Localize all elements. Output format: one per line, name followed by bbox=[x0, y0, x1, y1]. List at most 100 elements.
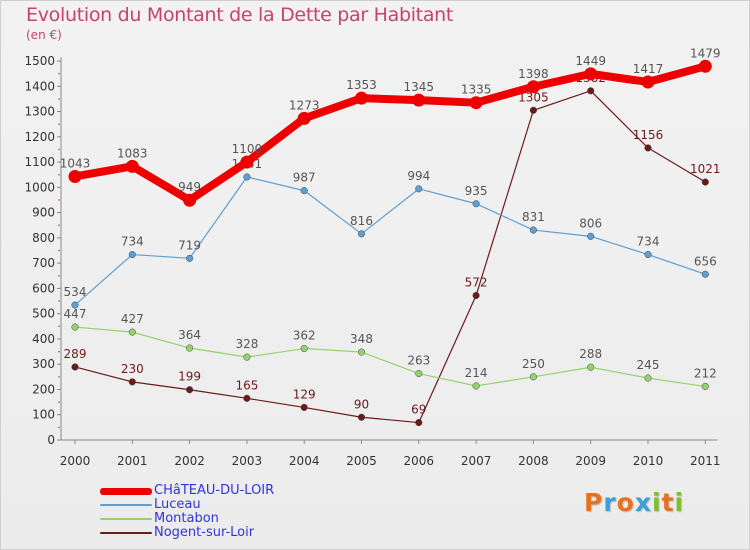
data-point bbox=[357, 413, 366, 421]
y-minor-tick bbox=[58, 98, 60, 100]
data-point bbox=[240, 155, 254, 169]
data-label: 1043 bbox=[60, 156, 91, 170]
data-point bbox=[128, 378, 136, 386]
data-point bbox=[128, 328, 136, 336]
data-point bbox=[472, 200, 480, 208]
data-label: 288 bbox=[579, 347, 602, 361]
data-point bbox=[186, 386, 194, 394]
data-point bbox=[472, 382, 480, 390]
data-label: 1479 bbox=[690, 46, 721, 60]
proxiti-logo: Proxiti bbox=[584, 488, 684, 517]
x-tick-label: 2003 bbox=[232, 454, 263, 468]
x-tick-label: 2000 bbox=[60, 454, 91, 468]
legend-item: Montabon bbox=[100, 512, 274, 526]
data-label: 362 bbox=[293, 329, 316, 343]
data-label: 1100 bbox=[232, 142, 263, 156]
y-tick-label: 1500 bbox=[24, 54, 55, 68]
data-point bbox=[644, 374, 652, 382]
data-label: 348 bbox=[350, 332, 373, 346]
y-minor-tick bbox=[58, 224, 60, 227]
data-point bbox=[587, 232, 595, 240]
y-tick-label: 1400 bbox=[24, 79, 55, 93]
data-point bbox=[68, 169, 82, 183]
chart-title: Evolution du Montant de la Dette par Hab… bbox=[26, 4, 454, 26]
y-minor-tick bbox=[58, 376, 60, 378]
data-point bbox=[529, 373, 537, 381]
data-point bbox=[701, 178, 709, 186]
data-point bbox=[415, 185, 423, 193]
data-label: 1345 bbox=[404, 80, 435, 94]
data-point bbox=[186, 254, 194, 262]
data-point bbox=[644, 250, 652, 259]
legend-swatch bbox=[100, 504, 152, 506]
x-tick-label: 2001 bbox=[117, 454, 148, 468]
x-tick-label: 2010 bbox=[633, 454, 664, 468]
data-point bbox=[125, 159, 139, 173]
data-point bbox=[641, 75, 655, 89]
data-label: 427 bbox=[121, 312, 144, 326]
data-label: 719 bbox=[178, 238, 201, 252]
series-line bbox=[71, 62, 710, 205]
data-point bbox=[297, 111, 311, 125]
data-label: 816 bbox=[350, 214, 373, 228]
data-point bbox=[243, 173, 251, 181]
x-tick-label: 2011 bbox=[690, 454, 721, 468]
y-minor-tick bbox=[58, 300, 60, 302]
y-minor-tick bbox=[58, 350, 60, 353]
data-point bbox=[183, 193, 197, 207]
data-label: 364 bbox=[178, 328, 201, 342]
y-tick-label: 800 bbox=[32, 231, 55, 245]
data-label: 1398 bbox=[518, 67, 549, 81]
data-point bbox=[587, 87, 595, 95]
data-label: 90 bbox=[354, 397, 369, 411]
x-tick-label: 2005 bbox=[346, 454, 377, 468]
data-label: 250 bbox=[522, 357, 545, 371]
data-point bbox=[71, 323, 79, 331]
x-tick-label: 2008 bbox=[518, 454, 549, 468]
data-label: 328 bbox=[235, 337, 258, 351]
unit-label: (en €) bbox=[26, 28, 62, 42]
y-tick-label: 1200 bbox=[24, 130, 55, 144]
data-label: 1273 bbox=[289, 98, 320, 112]
data-point bbox=[357, 230, 366, 238]
data-label: 69 bbox=[411, 403, 426, 417]
y-minor-tick bbox=[58, 72, 60, 75]
logo-letter: r bbox=[603, 488, 617, 517]
series-line bbox=[74, 326, 706, 388]
x-tick-label: 2002 bbox=[174, 454, 205, 468]
legend-label: CHâTEAU-DU-LOIR bbox=[154, 483, 275, 498]
data-label: 263 bbox=[407, 354, 430, 368]
legend-swatch bbox=[100, 518, 152, 520]
y-tick-label: 700 bbox=[32, 256, 55, 270]
data-point bbox=[243, 353, 251, 361]
data-label: 806 bbox=[579, 216, 602, 230]
data-label: 245 bbox=[637, 358, 660, 372]
legend-swatch bbox=[100, 487, 152, 495]
data-point bbox=[300, 403, 308, 411]
data-point bbox=[529, 106, 537, 114]
y-tick-label: 600 bbox=[32, 281, 55, 295]
data-label: 212 bbox=[694, 366, 717, 380]
y-minor-tick bbox=[58, 401, 60, 403]
y-tick-label: 0 bbox=[47, 433, 55, 447]
y-tick-label: 200 bbox=[32, 382, 55, 396]
data-label: 289 bbox=[64, 347, 87, 361]
data-label: 230 bbox=[121, 362, 144, 376]
x-tick-label: 2007 bbox=[461, 454, 492, 468]
y-tick-label: 300 bbox=[32, 357, 55, 371]
data-point bbox=[526, 80, 540, 94]
legend-label: Montabon bbox=[154, 511, 219, 526]
logo-letter: t bbox=[661, 488, 675, 517]
data-point bbox=[412, 93, 426, 107]
legend-item: CHâTEAU-DU-LOIR bbox=[100, 484, 274, 498]
data-point bbox=[415, 369, 423, 378]
y-minor-tick bbox=[58, 148, 60, 151]
y-tick-label: 1300 bbox=[24, 105, 55, 119]
logo-letter: i bbox=[674, 488, 685, 517]
data-point bbox=[71, 363, 79, 371]
data-label: 199 bbox=[178, 370, 201, 384]
data-label: 987 bbox=[293, 171, 316, 185]
data-point bbox=[469, 96, 483, 110]
y-minor-tick bbox=[58, 274, 60, 277]
legend-label: Luceau bbox=[154, 497, 201, 512]
